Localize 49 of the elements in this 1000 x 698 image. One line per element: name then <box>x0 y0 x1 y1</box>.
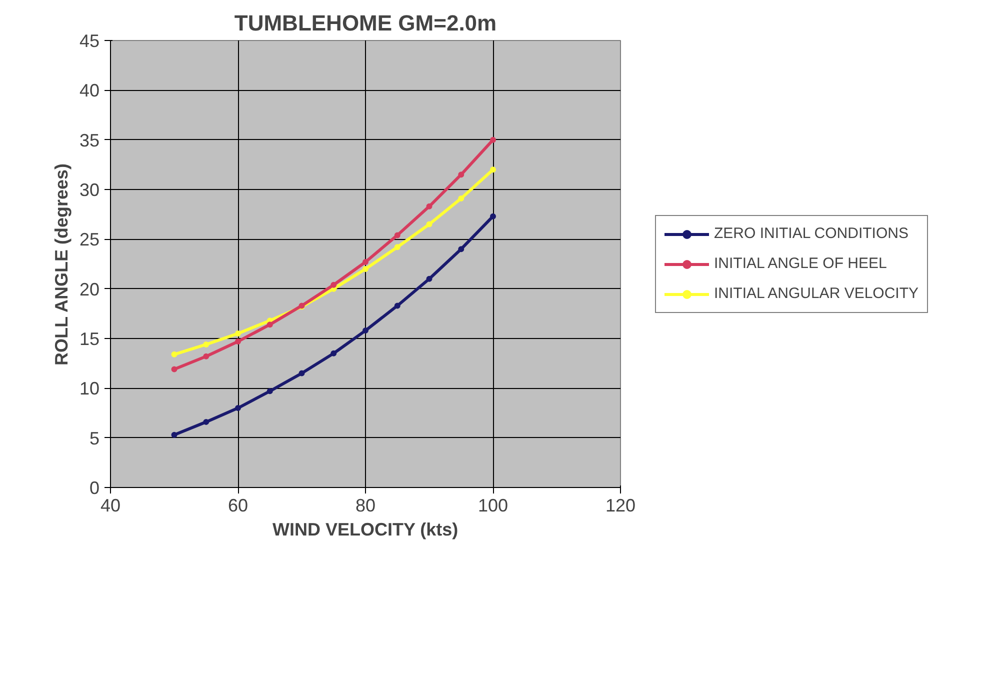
point <box>426 276 432 282</box>
legend-label: ZERO INITIAL CONDITIONS <box>714 225 908 242</box>
point <box>266 388 273 394</box>
point <box>426 203 432 210</box>
point <box>458 172 464 178</box>
y-tick-label: 15 <box>79 329 100 349</box>
point <box>458 195 464 202</box>
y-tick-label: 30 <box>79 180 100 200</box>
y-tick-label: 0 <box>89 478 100 498</box>
point <box>171 432 178 438</box>
x-tick-label: 120 <box>605 496 636 516</box>
y-axis-title: ROLL ANGLE (degrees) <box>51 163 72 366</box>
point <box>490 166 496 173</box>
point <box>266 322 273 328</box>
x-tick-label: 80 <box>355 496 376 516</box>
y-tick-label: 10 <box>79 378 100 399</box>
point <box>362 266 368 272</box>
point <box>330 282 337 288</box>
point <box>235 338 241 344</box>
point <box>394 232 400 238</box>
point <box>330 350 337 356</box>
x-tick-label: 100 <box>478 496 508 516</box>
chart-title: TUMBLEHOME GM=2.0m <box>234 10 497 36</box>
point <box>235 330 241 337</box>
y-tick-label: 45 <box>79 31 100 51</box>
y-tick-label: 5 <box>89 428 100 448</box>
point <box>171 351 178 358</box>
legend-label: INITIAL ANGULAR VELOCITY <box>714 285 918 302</box>
y-tick-label: 35 <box>79 130 100 150</box>
point <box>203 418 210 425</box>
point <box>426 221 432 228</box>
point <box>394 302 400 309</box>
point <box>203 353 210 360</box>
point <box>490 213 496 220</box>
point <box>362 328 368 334</box>
y-tick-label: 25 <box>79 230 100 250</box>
point <box>235 405 241 412</box>
x-tick-label: 60 <box>228 496 248 516</box>
point <box>298 370 305 376</box>
point <box>171 366 178 372</box>
legend-label: INITIAL ANGLE OF HEEL <box>714 255 887 272</box>
point <box>490 136 496 143</box>
point <box>458 246 464 252</box>
point <box>203 341 210 348</box>
x-axis-title: WIND VELOCITY (kts) <box>272 520 458 540</box>
y-tick-label: 40 <box>79 80 100 101</box>
point <box>394 244 400 250</box>
y-tick-label: 20 <box>79 279 100 300</box>
point <box>362 259 368 266</box>
